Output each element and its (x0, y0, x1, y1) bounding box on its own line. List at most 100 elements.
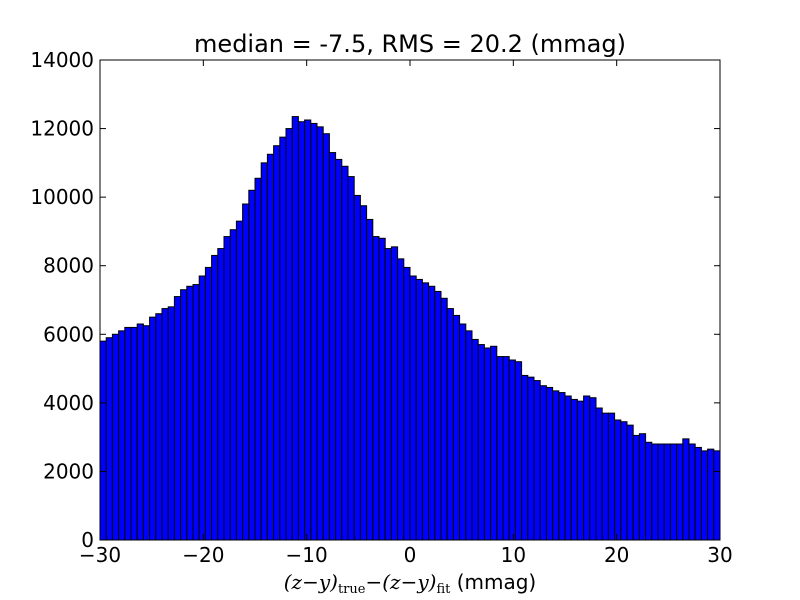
histogram-bar (645, 441, 653, 541)
histogram-bar (558, 392, 566, 541)
histogram-bar (607, 412, 616, 541)
histogram-bar (508, 359, 516, 541)
histogram-bar (180, 289, 188, 541)
x-tick-label: −20 (182, 543, 224, 567)
y-tick-label: 4000 (43, 391, 94, 415)
histogram-bar (366, 218, 374, 541)
histogram-bar (576, 400, 585, 541)
histogram-bar (390, 246, 399, 541)
histogram-bar (192, 284, 200, 541)
histogram-bar (248, 189, 256, 541)
histogram-bar (632, 434, 640, 541)
histogram-bar (204, 266, 213, 541)
x-label-part-fit-expr: −(z−y) (365, 570, 436, 594)
y-tick-label: 10000 (30, 185, 94, 209)
x-label-part-true-expr: (z−y) (284, 570, 338, 594)
histogram-bar (496, 356, 504, 541)
histogram-bar (235, 220, 244, 541)
histogram-bar (595, 407, 603, 541)
x-label-subscript-fit: fit (436, 582, 451, 597)
histogram-bar (161, 308, 169, 541)
histogram-bar (111, 333, 120, 541)
x-label-unit: (mmag) (450, 570, 536, 594)
histogram-bar (657, 443, 665, 541)
histogram-bar (198, 275, 206, 541)
histogram-bar (341, 165, 349, 541)
y-tick-label: 6000 (43, 322, 94, 346)
histogram-bar (260, 162, 268, 541)
histogram-bar (217, 248, 225, 541)
histogram-bar (514, 361, 523, 541)
histogram-bar (130, 326, 138, 541)
histogram-bar (539, 385, 547, 541)
x-tick-label: −10 (286, 543, 328, 567)
histogram-bar (502, 356, 510, 541)
x-tick-label: −30 (79, 543, 121, 567)
histogram-bar (310, 122, 318, 541)
histogram-bar (359, 205, 368, 541)
histogram-bar (700, 450, 709, 541)
histogram-bar (459, 323, 467, 541)
histogram-bar (483, 347, 492, 541)
histogram-bar (552, 390, 560, 541)
histogram-bar (415, 278, 423, 541)
x-tick-label: 10 (501, 543, 526, 567)
histogram-bar (614, 419, 622, 541)
histogram-bar (316, 126, 324, 541)
histogram-bar (347, 176, 355, 541)
axis-tick-labels: −30 −20 −10 0 10 20 30 0 2000 4000 6000 8000 10000 12… (30, 48, 732, 567)
histogram-bar (465, 330, 473, 541)
histogram-bar (149, 316, 157, 541)
histogram-bar (291, 116, 299, 541)
histogram-bar (254, 177, 262, 541)
histogram-bar (477, 344, 485, 541)
histogram-bar (669, 443, 678, 541)
histogram-bar (285, 128, 293, 541)
histogram-bar (521, 374, 529, 541)
histogram-bar (527, 376, 535, 541)
histogram-bar (155, 313, 163, 541)
x-label-subscript-true: true (338, 582, 366, 597)
histogram-bar (229, 229, 237, 541)
y-tick-label: 14000 (30, 48, 94, 72)
histogram-bar (378, 237, 386, 541)
histogram-bar (211, 254, 219, 541)
histogram-bar (118, 330, 126, 541)
y-tick-label: 2000 (43, 459, 94, 483)
histogram-bar (223, 236, 231, 541)
histogram-bar (428, 285, 436, 541)
histogram-bar (440, 297, 448, 541)
y-tick-label: 8000 (43, 254, 94, 278)
histogram-bar (564, 395, 572, 541)
histogram-bar (384, 248, 392, 541)
histogram-bar (124, 326, 132, 541)
histogram-bar (707, 448, 715, 541)
histogram-bar (452, 314, 461, 541)
x-tick-label: 20 (604, 543, 629, 567)
histogram-bar (304, 119, 312, 541)
histogram-bar (446, 308, 454, 541)
histogram-bar (620, 421, 628, 541)
histogram-bar (694, 446, 702, 541)
histogram-bar (142, 325, 151, 541)
histogram-bar (663, 443, 671, 541)
histogram-bar (434, 290, 442, 541)
chart-title: median = -7.5, RMS = 20.2 (mmag) (194, 30, 626, 58)
histogram-bar (589, 397, 597, 541)
histogram-bar (328, 152, 337, 541)
histogram-bar (682, 438, 690, 541)
histogram-bar (297, 121, 306, 541)
histogram-bar (421, 282, 430, 541)
histogram-bar (570, 398, 578, 541)
histogram-bar (471, 338, 479, 541)
x-tick-label: 30 (707, 543, 732, 567)
histogram-bar (279, 136, 287, 541)
histogram-bar (186, 285, 194, 541)
histogram-bar (173, 296, 182, 541)
histogram-bar (626, 424, 634, 541)
histogram-bars (99, 116, 721, 541)
axis-ticks (99, 59, 721, 541)
histogram-bar (335, 158, 343, 541)
